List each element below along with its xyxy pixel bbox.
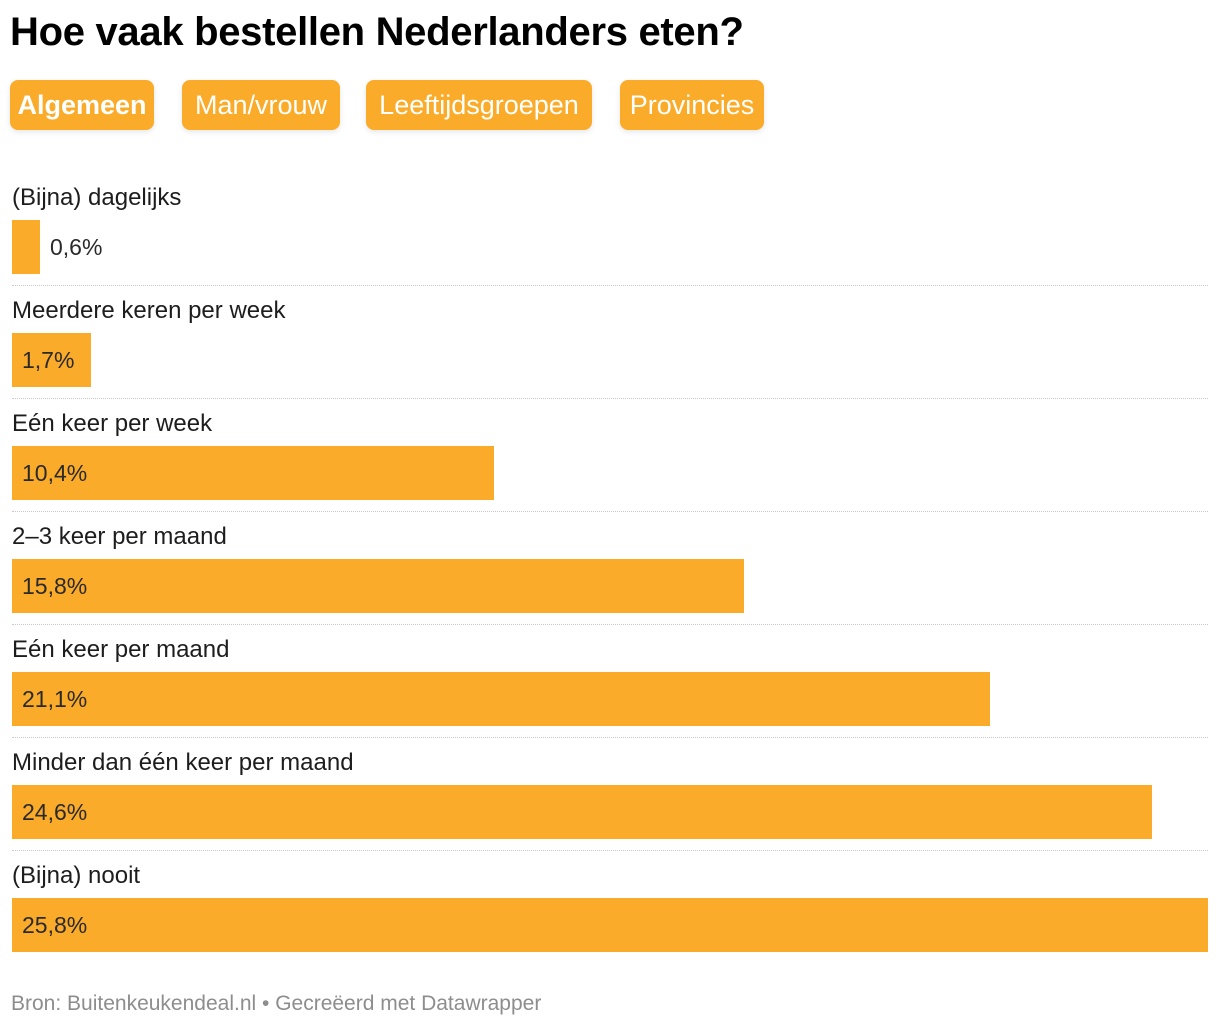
value-label: 25,8% — [22, 912, 88, 938]
value-label: 0,6% — [50, 234, 103, 260]
bar — [12, 672, 990, 726]
row-divider — [12, 624, 1208, 625]
category-label: 2–3 keer per maand — [12, 523, 227, 550]
value-label: 15,8% — [22, 573, 88, 599]
category-label: Meerdere keren per week — [12, 297, 286, 324]
bar — [12, 446, 494, 500]
value-label: 10,4% — [22, 460, 88, 486]
row-divider — [12, 737, 1208, 738]
tab-man-vrouw[interactable]: Man/vrouw — [182, 80, 340, 130]
tab-provincies[interactable]: Provincies — [620, 80, 764, 130]
bar — [12, 785, 1152, 839]
bar — [12, 333, 91, 387]
category-label: (Bijna) nooit — [12, 862, 141, 889]
row-divider — [12, 850, 1208, 851]
category-label: Minder dan één keer per maand — [12, 749, 354, 776]
source-footer: Bron: Buitenkeukendeal.nl • Gecreëerd me… — [11, 992, 542, 1015]
value-label: 1,7% — [22, 347, 75, 373]
row-divider — [12, 398, 1208, 399]
value-label: 21,1% — [22, 686, 88, 712]
bar — [12, 220, 40, 274]
row-divider — [12, 285, 1208, 286]
bar — [12, 559, 744, 613]
value-label: 24,6% — [22, 799, 88, 825]
tab-algemeen[interactable]: Algemeen — [10, 80, 154, 130]
category-label: (Bijna) dagelijks — [12, 184, 182, 211]
tab-leeftijdsgroepen[interactable]: Leeftijdsgroepen — [366, 80, 592, 130]
row-divider — [12, 511, 1208, 512]
chart-title: Hoe vaak bestellen Nederlanders eten? — [10, 10, 744, 54]
category-label: Eén keer per week — [12, 410, 213, 437]
category-label: Eén keer per maand — [12, 636, 230, 663]
bar — [12, 898, 1208, 952]
